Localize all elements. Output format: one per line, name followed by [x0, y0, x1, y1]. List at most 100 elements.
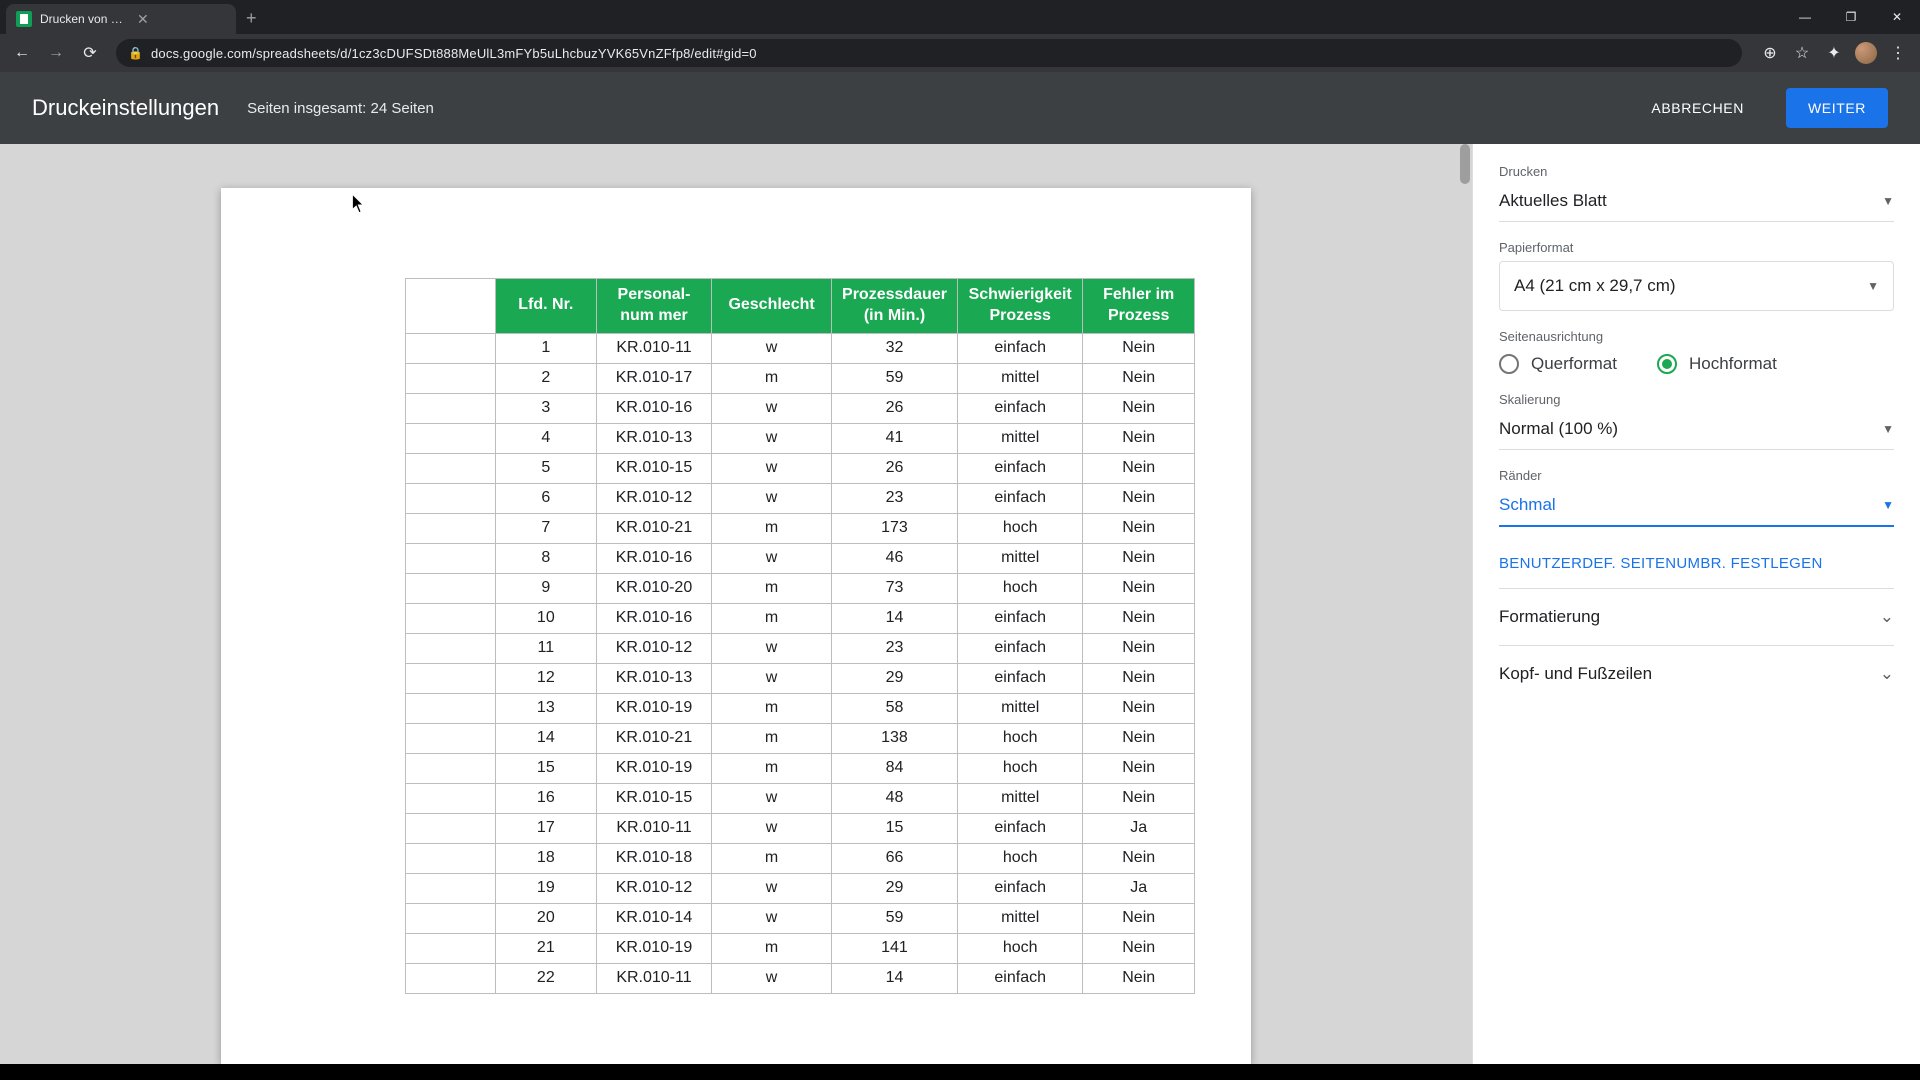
preview-scrollbar[interactable] [1460, 144, 1470, 1064]
reload-button[interactable]: ⟳ [76, 39, 104, 67]
table-header-cell: Fehler im Prozess [1083, 279, 1195, 334]
table-lead-cell [406, 573, 496, 603]
back-button[interactable]: ← [8, 39, 36, 67]
table-cell: m [712, 723, 832, 753]
cancel-button[interactable]: ABBRECHEN [1637, 90, 1758, 126]
tab-close-icon[interactable]: ✕ [137, 11, 226, 28]
paper-size-select[interactable]: A4 (21 cm x 29,7 cm) ▼ [1499, 261, 1894, 311]
table-cell: 14 [831, 603, 957, 633]
table-row: 5KR.010-15w26einfachNein [406, 453, 1195, 483]
table-cell: 59 [831, 903, 957, 933]
chrome-menu-icon[interactable]: ⋮ [1884, 39, 1912, 67]
browser-tab[interactable]: Drucken von Dokumenten - Goo ✕ [6, 4, 236, 34]
table-cell: w [712, 393, 832, 423]
table-cell: einfach [957, 813, 1082, 843]
chevron-down-icon: ▼ [1867, 279, 1879, 293]
table-cell: 12 [495, 663, 596, 693]
table-header-cell: Prozessdauer (in Min.) [831, 279, 957, 334]
table-cell: 173 [831, 513, 957, 543]
table-row: 6KR.010-12w23einfachNein [406, 483, 1195, 513]
table-row: 16KR.010-15w48mittelNein [406, 783, 1195, 813]
table-row: 14KR.010-21m138hochNein [406, 723, 1195, 753]
print-target-select[interactable]: Aktuelles Blatt ▼ [1499, 185, 1894, 222]
custom-page-breaks-link[interactable]: BENUTZERDEF. SEITENUMBR. FESTLEGEN [1499, 545, 1894, 588]
radio-icon [1499, 354, 1519, 374]
table-cell: mittel [957, 783, 1082, 813]
table-lead-cell [406, 753, 496, 783]
window-maximize-icon[interactable]: ❐ [1828, 0, 1874, 34]
table-cell: 84 [831, 753, 957, 783]
table-cell: 73 [831, 573, 957, 603]
table-cell: Nein [1083, 483, 1195, 513]
bookmark-star-icon[interactable]: ☆ [1788, 39, 1816, 67]
table-lead-cell [406, 933, 496, 963]
table-lead-cell [406, 513, 496, 543]
table-cell: Nein [1083, 603, 1195, 633]
table-cell: Ja [1083, 873, 1195, 903]
main-area: Lfd. Nr.Personal-num merGeschlechtProzes… [0, 144, 1920, 1064]
table-cell: mittel [957, 363, 1082, 393]
table-lead-cell [406, 333, 496, 363]
pages-total: Seiten insgesamt: 24 Seiten [247, 100, 434, 117]
address-bar[interactable]: 🔒 docs.google.com/spreadsheets/d/1cz3cDU… [116, 39, 1742, 67]
orientation-landscape-radio[interactable]: Querformat [1499, 354, 1617, 374]
new-tab-button[interactable]: + [246, 8, 257, 29]
scale-value: Normal (100 %) [1499, 419, 1618, 439]
table-cell: Nein [1083, 843, 1195, 873]
table-cell: 23 [831, 633, 957, 663]
window-close-icon[interactable]: ✕ [1874, 0, 1920, 34]
table-row: 12KR.010-13w29einfachNein [406, 663, 1195, 693]
zoom-icon[interactable]: ⊕ [1756, 39, 1784, 67]
formatting-expander[interactable]: Formatierung ⌄ [1499, 588, 1894, 645]
table-lead-cell [406, 363, 496, 393]
orientation-portrait-radio[interactable]: Hochformat [1657, 354, 1777, 374]
table-cell: 8 [495, 543, 596, 573]
table-lead-cell [406, 633, 496, 663]
margins-select[interactable]: Schmal ▼ [1499, 489, 1894, 527]
paper-size-label: Papierformat [1499, 240, 1894, 255]
table-row: 8KR.010-16w46mittelNein [406, 543, 1195, 573]
table-cell: einfach [957, 603, 1082, 633]
table-cell: Nein [1083, 363, 1195, 393]
table-cell: 18 [495, 843, 596, 873]
table-cell: 58 [831, 693, 957, 723]
table-cell: 14 [495, 723, 596, 753]
table-cell: hoch [957, 753, 1082, 783]
margins-label: Ränder [1499, 468, 1894, 483]
table-lead-cell [406, 723, 496, 753]
table-row: 21KR.010-19m141hochNein [406, 933, 1195, 963]
print-preview: Lfd. Nr.Personal-num merGeschlechtProzes… [0, 144, 1472, 1064]
table-cell: Nein [1083, 693, 1195, 723]
print-sidebar: Drucken Aktuelles Blatt ▼ Papierformat A… [1472, 144, 1920, 1064]
table-cell: Nein [1083, 453, 1195, 483]
orientation-landscape-label: Querformat [1531, 354, 1617, 374]
orientation-label: Seitenausrichtung [1499, 329, 1894, 344]
table-lead-cell [406, 453, 496, 483]
table-cell: Nein [1083, 753, 1195, 783]
data-table: Lfd. Nr.Personal-num merGeschlechtProzes… [405, 278, 1195, 994]
table-cell: 16 [495, 783, 596, 813]
table-cell: einfach [957, 393, 1082, 423]
browser-toolbar: ← → ⟳ 🔒 docs.google.com/spreadsheets/d/1… [0, 34, 1920, 72]
table-cell: einfach [957, 963, 1082, 993]
table-cell: w [712, 783, 832, 813]
chevron-down-icon: ▼ [1882, 194, 1894, 208]
table-lead-cell [406, 393, 496, 423]
window-minimize-icon[interactable]: ― [1782, 0, 1828, 34]
forward-button[interactable]: → [42, 39, 70, 67]
profile-avatar[interactable] [1852, 39, 1880, 67]
table-cell: 138 [831, 723, 957, 753]
sheets-favicon-icon [16, 11, 32, 27]
table-header-cell: Personal-num mer [596, 279, 711, 334]
table-lead-header [406, 279, 496, 334]
table-cell: 4 [495, 423, 596, 453]
table-cell: mittel [957, 693, 1082, 723]
scale-select[interactable]: Normal (100 %) ▼ [1499, 413, 1894, 450]
extensions-icon[interactable]: ✦ [1820, 39, 1848, 67]
table-cell: w [712, 663, 832, 693]
table-cell: mittel [957, 543, 1082, 573]
table-cell: 7 [495, 513, 596, 543]
table-cell: m [712, 513, 832, 543]
next-button[interactable]: WEITER [1786, 88, 1888, 128]
headers-footers-expander[interactable]: Kopf- und Fußzeilen ⌄ [1499, 645, 1894, 702]
